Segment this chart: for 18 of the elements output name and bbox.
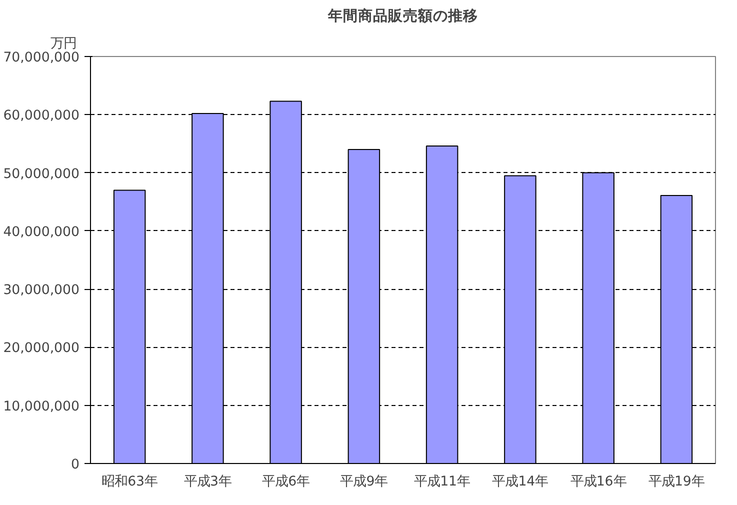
x-tick-label: 平成6年 [262,474,310,490]
x-tick-label: 平成19年 [648,474,704,490]
x-tick-label: 昭和63年 [102,474,158,490]
y-tick-label: 50,000,000 [3,166,80,182]
y-tick-label: 70,000,000 [3,50,80,66]
y-tick-label: 40,000,000 [3,224,80,240]
chart-title: 年間商品販売額の推移 [327,6,478,24]
x-tick-label: 平成16年 [570,474,626,490]
x-tick-label: 平成11年 [414,474,470,490]
y-tick-label: 10,000,000 [3,399,80,414]
x-tick-label: 平成9年 [340,474,388,490]
y-tick-label: 20,000,000 [3,341,80,356]
y-tick-label: 0 [71,458,80,472]
x-tick-label: 平成3年 [184,474,232,490]
y-tick-label: 30,000,000 [3,283,80,298]
y-tick-label: 60,000,000 [3,108,80,124]
y-axis-title: 万円 [50,36,76,52]
x-tick-label: 平成14年 [492,474,548,490]
